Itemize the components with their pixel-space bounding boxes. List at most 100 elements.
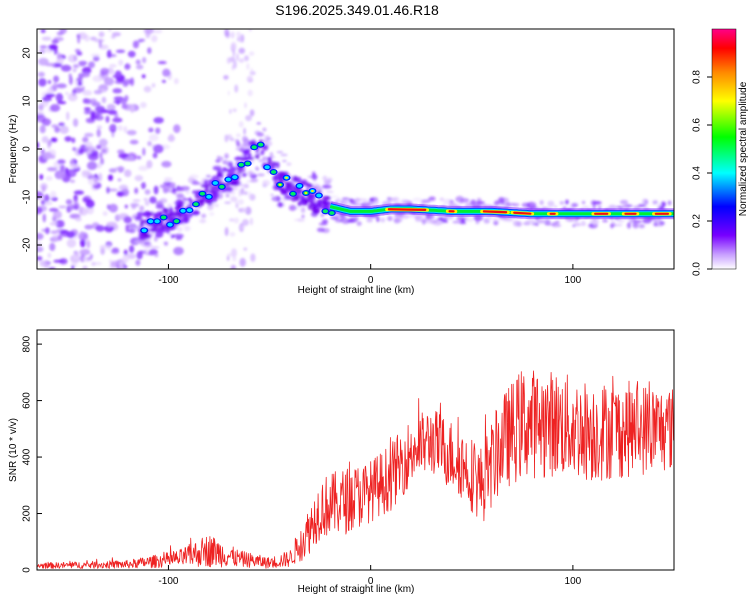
spectrogram-blob — [176, 204, 185, 208]
spectrogram-blob — [230, 41, 237, 51]
spectrogram-blob — [140, 101, 147, 109]
spectrogram-blob — [84, 224, 94, 230]
spectrogram-blob — [176, 192, 184, 198]
spectrogram-blob — [149, 251, 154, 256]
spectrogram-blob — [42, 213, 47, 223]
spectrogram-blob — [38, 78, 47, 87]
spectrogram-blob — [614, 224, 623, 227]
spectrogram-blob — [121, 104, 129, 110]
spectrogram-blob — [245, 206, 252, 215]
spectrogram-blob — [380, 217, 386, 223]
spectrogram-blob — [45, 176, 53, 181]
spectrogram-blob — [92, 55, 100, 62]
spectrogram-blob — [616, 218, 625, 224]
spectrogram-blob — [106, 186, 110, 194]
spectrogram-blob — [147, 47, 152, 54]
spectrogram-blob — [559, 201, 565, 205]
spectrogram-blob — [256, 122, 261, 125]
spectrogram-blob — [50, 137, 58, 143]
spectrogram-blob — [124, 63, 131, 70]
spectrogram-blob — [66, 111, 70, 121]
spectrogram-blob — [602, 219, 608, 223]
chirp-spot-inner — [264, 165, 270, 170]
spectrogram-blob — [619, 199, 629, 205]
spectrogram-blob — [93, 262, 103, 266]
spectrogram-blob — [309, 184, 313, 189]
spectrogram-blob — [226, 183, 230, 186]
spectrogram-blob — [226, 255, 230, 262]
spectrogram-blob — [134, 175, 144, 182]
ridge-hot-red — [482, 210, 508, 214]
spectrogram-blob — [118, 59, 124, 66]
spectrogram-blob — [224, 153, 229, 160]
spectrogram-y-tick-label: 20 — [22, 47, 33, 59]
spectrogram-blob — [401, 214, 410, 219]
spectrogram-blob — [316, 186, 324, 193]
spectrogram-blob — [316, 227, 325, 233]
spectrogram-blob — [96, 125, 103, 130]
spectrogram-blob — [321, 219, 329, 224]
spectrogram-blob — [216, 173, 222, 178]
spectrogram-blob — [135, 64, 144, 70]
spectrogram-blob — [108, 259, 112, 264]
spectrogram-blob — [312, 183, 320, 188]
chirp-spot-inner — [141, 228, 147, 233]
spectrogram-blob — [49, 190, 57, 200]
spectrogram-blob — [284, 194, 292, 200]
spectrogram-blob — [163, 181, 172, 186]
spectrogram-blob — [304, 199, 308, 205]
spectrogram-blob — [307, 206, 314, 210]
spectrogram-blob — [238, 47, 246, 54]
spectrogram-blob — [107, 174, 114, 181]
spectrogram-blob — [359, 198, 367, 201]
spectrogram-blob — [37, 206, 43, 215]
spectrogram-blob — [135, 59, 141, 65]
spectrogram-blob — [191, 181, 200, 185]
spectrogram-blob — [441, 217, 448, 221]
spectrogram-blob — [237, 199, 245, 205]
spectrogram-blob — [41, 136, 49, 144]
spectrogram-blob — [505, 202, 511, 205]
spectrogram-blob — [53, 259, 64, 263]
chirp-spot-inner — [245, 161, 251, 166]
spectrogram-blob — [163, 208, 168, 215]
spectrogram-blob — [230, 31, 235, 39]
spectrogram-blob — [91, 112, 100, 119]
spectrogram-blob — [245, 149, 251, 152]
chirp-spot-inner — [193, 202, 199, 207]
spectrogram-blob — [452, 220, 462, 224]
spectrogram-blob — [92, 75, 104, 82]
chirp-spot-inner — [206, 194, 212, 199]
chirp-spot-inner — [290, 191, 296, 196]
chirp-spot-inner — [225, 177, 231, 182]
spectrogram-blob — [244, 102, 247, 109]
spectrogram-blob — [109, 262, 119, 268]
spectrogram-blob — [592, 201, 602, 205]
spectrogram-blob — [118, 152, 129, 159]
spectrogram-blob — [182, 198, 192, 201]
spectrogram-y-tick-label: -20 — [22, 237, 33, 252]
spectrogram-blob — [51, 39, 59, 44]
spectrogram-blob — [161, 160, 172, 168]
spectrogram-blob — [366, 202, 371, 206]
spectrogram-blob — [234, 84, 239, 93]
spectrogram-blob — [134, 215, 143, 221]
spectrogram-blob — [240, 225, 245, 230]
spectrogram-blob — [107, 109, 118, 115]
spectrogram-blob — [152, 152, 158, 159]
spectrogram-blob — [113, 96, 124, 101]
spectrogram-blob — [353, 203, 361, 206]
spectrogram-blob — [275, 161, 280, 169]
spectrogram-blob — [512, 203, 520, 207]
spectrogram-blob — [255, 166, 259, 171]
spectrogram-blob — [150, 246, 160, 249]
chirp-spot-inner — [232, 175, 238, 180]
spectrogram-blob — [238, 58, 245, 63]
spectrogram-blob — [225, 193, 230, 198]
spectrogram-blob — [526, 201, 537, 209]
spectrogram-blob — [652, 200, 659, 205]
spectrogram-blob — [173, 190, 177, 195]
spectrogram-blob — [224, 227, 229, 237]
spectrogram-blob — [100, 157, 104, 165]
spectrogram-blob — [138, 234, 144, 241]
